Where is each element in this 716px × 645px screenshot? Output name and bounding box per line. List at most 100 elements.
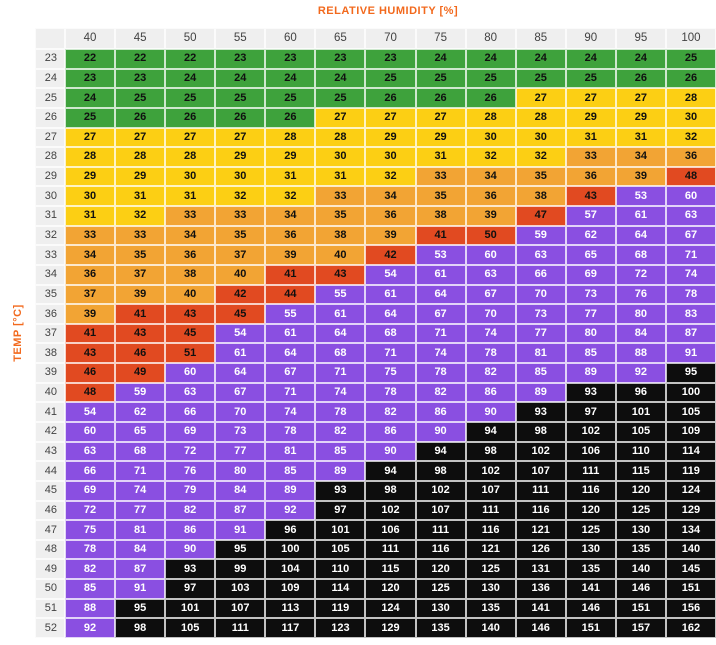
heatmap-cell: 120: [565, 500, 616, 521]
heatmap-cell: 26: [215, 107, 266, 128]
heatmap-cell: 64: [415, 284, 466, 305]
heatmap-cell: 135: [465, 598, 516, 619]
heatmap-cell: 83: [665, 304, 716, 324]
heatmap-cell: 67: [665, 225, 716, 246]
heatmap-cell: 26: [115, 107, 166, 128]
heatmap-cell: 116: [465, 520, 516, 540]
heatmap-cell: 25: [315, 88, 366, 108]
heatmap-cell: 121: [465, 539, 516, 560]
heatmap-cell: 43: [115, 323, 166, 344]
heatmap-cell: 151: [665, 579, 716, 599]
heatmap-cell: 70: [215, 402, 266, 423]
heatmap-cell: 82: [465, 363, 516, 383]
heatmap-cell: 74: [465, 323, 516, 344]
heatmap-cell: 78: [665, 284, 716, 305]
heatmap-cell: 25: [415, 68, 466, 89]
heatmap-cell: 25: [165, 88, 216, 108]
heatmap-cell: 65: [565, 245, 616, 265]
heatmap-cell: 27: [365, 107, 416, 128]
heatmap-cell: 77: [515, 323, 566, 344]
heatmap-cell: 29: [215, 147, 266, 167]
heatmap-cell: 73: [215, 422, 266, 442]
heatmap-cell: 82: [165, 500, 216, 521]
heatmap-cell: 125: [565, 520, 616, 540]
heatmap-cell: 33: [415, 166, 466, 187]
heatmap-cell: 27: [215, 127, 266, 148]
heatmap-cell: 79: [165, 480, 216, 501]
heatmap-cell: 82: [315, 422, 366, 442]
heatmap-cell: 84: [115, 539, 166, 560]
heatmap-cell: 28: [665, 88, 716, 108]
heatmap-cell: 23: [365, 49, 416, 69]
heatmap-cell: 64: [215, 363, 266, 383]
column-header: 80: [465, 28, 516, 49]
heatmap-cell: 114: [315, 579, 366, 599]
heatmap-cell: 60: [465, 245, 516, 265]
heatmap-cell: 45: [165, 323, 216, 344]
heatmap-cell: 31: [265, 166, 316, 187]
heatmap-cell: 54: [65, 402, 116, 423]
column-header: 40: [65, 28, 116, 49]
column-header: 55: [215, 28, 266, 49]
heatmap-cell: 35: [115, 245, 166, 265]
heatmap-cell: 75: [65, 520, 116, 540]
heatmap-cell: 43: [315, 264, 366, 285]
heatmap-cell: 59: [515, 225, 566, 246]
heatmap-cell: 90: [415, 422, 466, 442]
heatmap-cell: 23: [215, 49, 266, 69]
heatmap-cell: 27: [165, 127, 216, 148]
heatmap-cell: 78: [315, 402, 366, 423]
heatmap-cell: 48: [665, 166, 716, 187]
heatmap-cell: 27: [515, 88, 566, 108]
heatmap-cell: 68: [315, 343, 366, 364]
heatmap-cell: 120: [615, 480, 666, 501]
heatmap-cell: 38: [165, 264, 216, 285]
heatmap-cell: 25: [565, 68, 616, 89]
heatmap-cell: 29: [565, 107, 616, 128]
heatmap-cell: 102: [415, 480, 466, 501]
heatmap-cell: 61: [365, 284, 416, 305]
heatmap-cell: 39: [465, 206, 516, 226]
heatmap-cell: 32: [215, 186, 266, 207]
heatmap-cell: 39: [65, 304, 116, 324]
heatmap-cell: 89: [315, 461, 366, 481]
heatmap-cell: 24: [165, 68, 216, 89]
heatmap-cell: 77: [565, 304, 616, 324]
heatmap-cell: 82: [65, 559, 116, 580]
heatmap-cell: 31: [615, 127, 666, 148]
heatmap-cell: 101: [165, 598, 216, 619]
heatmap-cell: 34: [365, 186, 416, 207]
heatmap-cell: 27: [415, 107, 466, 128]
heatmap-cell: 121: [515, 520, 566, 540]
heatmap-cell: 130: [465, 579, 516, 599]
column-header: 75: [415, 28, 466, 49]
heatmap-cell: 66: [65, 461, 116, 481]
heatmap-cell: 36: [265, 225, 316, 246]
heatmap-cell: 67: [465, 284, 516, 305]
heatmap-cell: 115: [615, 461, 666, 481]
heatmap-cell: 130: [565, 539, 616, 560]
heatmap-cell: 87: [215, 500, 266, 521]
heatmap-cell: 100: [265, 539, 316, 560]
heatmap-cell: 38: [415, 206, 466, 226]
row-header: 23: [35, 49, 65, 69]
heatmap-cell: 36: [565, 166, 616, 187]
heatmap-cell: 93: [165, 559, 216, 580]
heatmap-cell: 25: [115, 88, 166, 108]
heatmap-cell: 130: [415, 598, 466, 619]
heatmap-cell: 26: [415, 88, 466, 108]
column-header: 85: [515, 28, 566, 49]
heatmap-cell: 135: [615, 539, 666, 560]
heatmap-cell: 110: [315, 559, 366, 580]
heatmap-cell: 95: [665, 363, 716, 383]
heatmap-cell: 49: [115, 363, 166, 383]
heatmap-cell: 113: [265, 598, 316, 619]
heatmap-cell: 136: [515, 579, 566, 599]
heatmap-cell: 35: [515, 166, 566, 187]
heatmap-cell: 119: [315, 598, 366, 619]
heatmap-cell: 102: [365, 500, 416, 521]
column-header: 60: [265, 28, 316, 49]
heatmap-cell: 111: [465, 500, 516, 521]
row-header: 49: [35, 559, 65, 580]
heatmap-cell: 45: [215, 304, 266, 324]
